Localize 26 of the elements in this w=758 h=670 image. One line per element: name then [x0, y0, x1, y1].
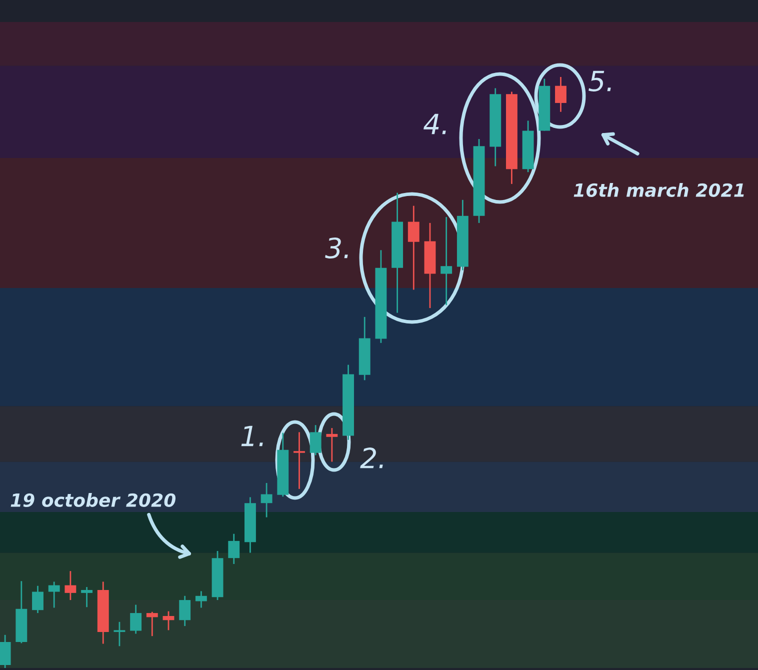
- candlestick: [114, 621, 126, 647]
- candlestick: [162, 610, 174, 631]
- candlestick: [326, 427, 338, 462]
- candlestick: [81, 586, 93, 608]
- annotation: 3.: [325, 237, 348, 258]
- candlestick: [146, 611, 158, 637]
- annotation: 19 october 2020: [10, 493, 176, 507]
- candlestick: [64, 570, 76, 601]
- candlestick: [130, 604, 142, 634]
- candlestick: [48, 581, 60, 608]
- annotation: 1.: [241, 426, 263, 446]
- candlestick: [260, 482, 272, 518]
- candlestick: [408, 205, 420, 290]
- candlestick: [310, 424, 322, 456]
- annotation: 4.: [424, 114, 446, 134]
- candlestick: [440, 216, 452, 306]
- annotation: 2.: [360, 447, 383, 468]
- candlestick: [179, 595, 191, 627]
- candlestick: [228, 533, 240, 565]
- text: 5.: [588, 70, 611, 92]
- text: 16th march 2021: [574, 183, 744, 197]
- candlestick: [32, 585, 44, 614]
- candlestick: [195, 590, 207, 608]
- candlestick: [555, 76, 566, 113]
- candlestick: [0, 634, 11, 668]
- candlestick: [294, 431, 305, 490]
